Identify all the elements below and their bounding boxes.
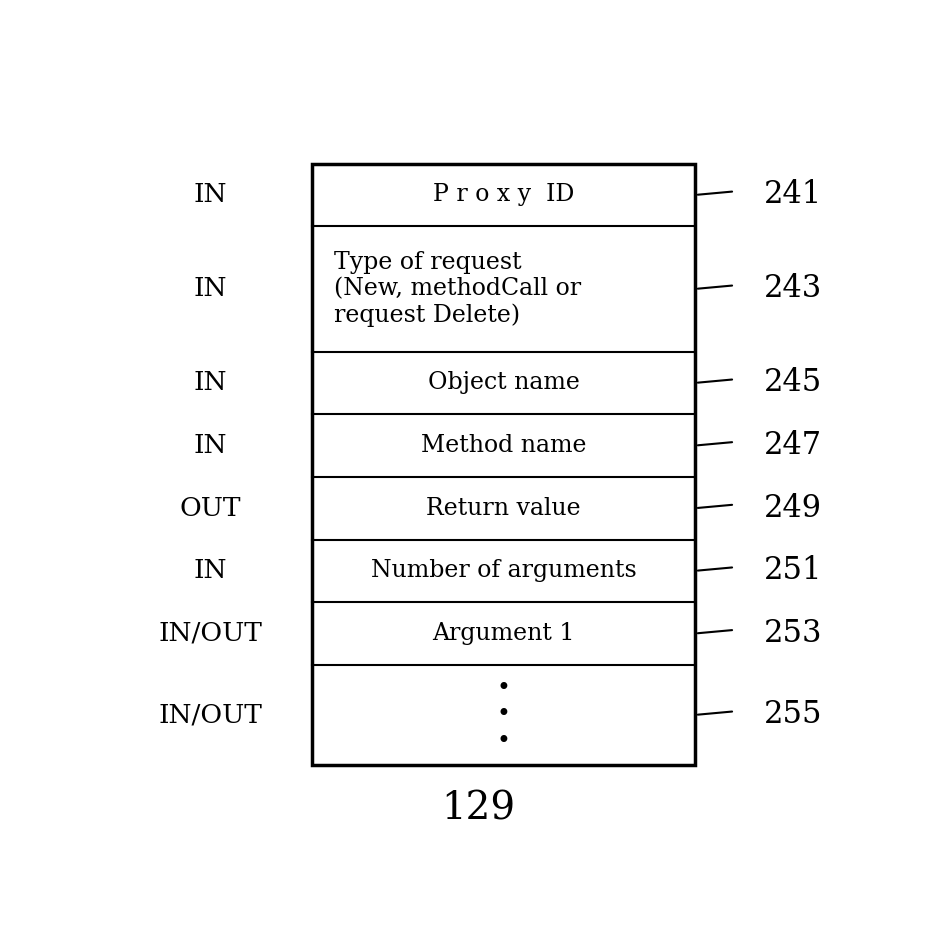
Text: IN: IN <box>194 277 228 301</box>
Text: Number of arguments: Number of arguments <box>370 559 636 582</box>
Text: 251: 251 <box>764 555 822 586</box>
Text: 243: 243 <box>764 274 822 305</box>
Text: IN: IN <box>194 183 228 207</box>
Text: IN: IN <box>194 433 228 458</box>
Text: Object name: Object name <box>427 372 579 394</box>
Text: IN: IN <box>194 371 228 395</box>
Text: IN/OUT: IN/OUT <box>159 621 262 646</box>
Text: 245: 245 <box>764 367 822 398</box>
Text: 129: 129 <box>441 790 515 827</box>
Text: •
•
•: • • • <box>496 677 510 753</box>
Text: IN: IN <box>194 558 228 583</box>
Text: Return value: Return value <box>426 497 580 519</box>
Text: IN/OUT: IN/OUT <box>159 702 262 727</box>
Text: 253: 253 <box>764 618 822 649</box>
Text: Argument 1: Argument 1 <box>432 622 575 645</box>
Text: 247: 247 <box>764 430 822 461</box>
Text: P r o x y  ID: P r o x y ID <box>433 183 574 206</box>
Text: 255: 255 <box>764 699 822 730</box>
Text: 249: 249 <box>764 493 822 524</box>
Text: Type of request
(New, methodCall or
request Delete): Type of request (New, methodCall or requ… <box>334 250 580 327</box>
Bar <box>312 164 695 765</box>
Text: 241: 241 <box>764 180 822 211</box>
Text: Method name: Method name <box>421 434 586 457</box>
Text: OUT: OUT <box>180 496 242 520</box>
